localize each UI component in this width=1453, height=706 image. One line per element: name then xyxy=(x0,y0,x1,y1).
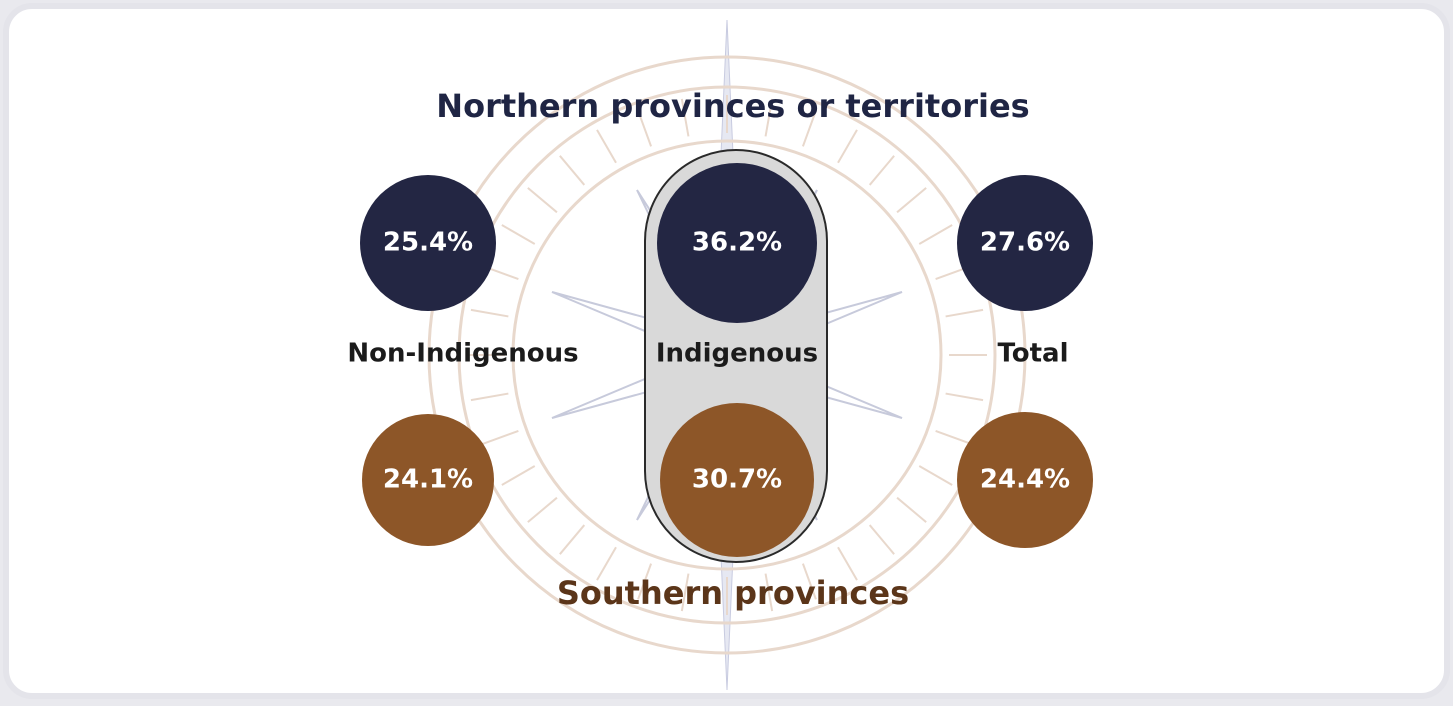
infographic: Northern provinces or territories Southe… xyxy=(0,0,1453,702)
group-label: Indigenous xyxy=(656,339,818,369)
north-value: 27.6% xyxy=(980,228,1070,258)
north-value: 36.2% xyxy=(692,228,782,258)
south-value: 24.4% xyxy=(980,465,1070,495)
group-label: Total xyxy=(997,339,1068,369)
south-value: 24.1% xyxy=(383,465,473,495)
group-label: Non-Indigenous xyxy=(347,339,578,369)
north-title: Northern provinces or territories xyxy=(436,87,1029,125)
south-title: Southern provinces xyxy=(557,574,909,612)
north-value: 25.4% xyxy=(383,228,473,258)
south-value: 30.7% xyxy=(692,465,782,495)
page: Northern provinces or territories Southe… xyxy=(0,0,1453,702)
